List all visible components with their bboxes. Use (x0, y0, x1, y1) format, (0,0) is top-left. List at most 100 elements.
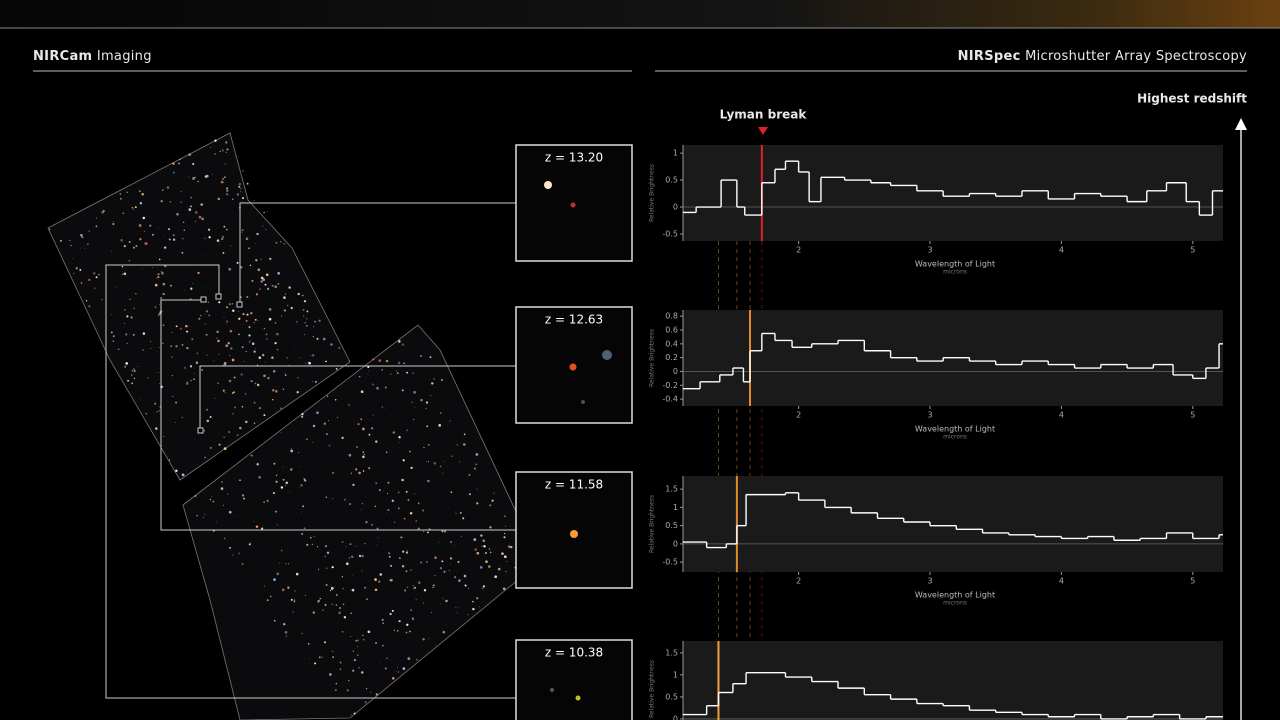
star (405, 551, 409, 554)
star (389, 579, 392, 582)
star (189, 365, 193, 368)
star (133, 209, 135, 211)
star (134, 206, 137, 209)
star (430, 611, 432, 613)
star (282, 466, 284, 468)
star (48, 228, 51, 230)
star (180, 201, 182, 203)
star (302, 308, 305, 311)
star (367, 374, 369, 375)
star (361, 503, 363, 505)
star (357, 422, 360, 426)
star (401, 565, 405, 568)
star (378, 419, 379, 420)
star (95, 276, 98, 279)
star (450, 455, 453, 457)
star (453, 545, 455, 547)
star (480, 534, 483, 537)
star (288, 286, 291, 289)
star (230, 245, 232, 247)
star (98, 273, 100, 276)
star (293, 600, 296, 603)
star (204, 513, 206, 515)
star (258, 407, 261, 410)
star (194, 494, 197, 498)
star (163, 236, 165, 238)
star (378, 359, 382, 362)
star (197, 180, 199, 183)
star (124, 309, 126, 311)
star (283, 309, 287, 312)
header-text: Microshutter Array Spectroscopy (1025, 49, 1247, 64)
star (293, 345, 295, 347)
star (296, 321, 298, 323)
star (303, 300, 307, 303)
star (216, 521, 217, 523)
star (457, 560, 460, 563)
star (175, 345, 178, 348)
star (224, 176, 226, 179)
star (425, 561, 428, 563)
star (120, 238, 124, 242)
star (439, 412, 442, 414)
star (475, 463, 477, 465)
star (169, 201, 172, 203)
star (132, 246, 135, 249)
cutout-label: z = 12.63 (545, 313, 603, 327)
star (406, 623, 409, 626)
star (312, 336, 315, 338)
star (293, 599, 296, 601)
star (241, 406, 244, 408)
star (438, 424, 442, 427)
y-tick-label: 0 (673, 539, 678, 548)
star (265, 333, 268, 336)
star (456, 444, 458, 446)
star (167, 228, 171, 231)
star (290, 598, 293, 601)
star (280, 241, 282, 243)
star (335, 594, 338, 596)
star (254, 382, 257, 385)
star (232, 554, 234, 556)
star (212, 500, 215, 503)
star (224, 163, 226, 165)
star (388, 555, 391, 558)
star (179, 158, 181, 161)
star (226, 306, 228, 309)
star (327, 420, 330, 422)
star (224, 537, 226, 540)
star (476, 488, 478, 490)
star (365, 520, 368, 524)
star (318, 656, 321, 659)
x-tick-label: 5 (1190, 246, 1195, 255)
star (457, 607, 459, 609)
star (219, 150, 221, 153)
star (353, 659, 356, 662)
star (303, 315, 305, 317)
star (280, 432, 282, 434)
star (300, 640, 302, 642)
star (489, 526, 492, 529)
star (248, 326, 251, 329)
star (250, 454, 253, 457)
star (440, 603, 441, 605)
x-axis-unit: microns (943, 600, 967, 607)
star (456, 612, 458, 614)
star (433, 461, 437, 465)
star (219, 243, 220, 245)
star (353, 712, 356, 715)
star (228, 510, 232, 514)
star (510, 545, 513, 549)
star (302, 505, 304, 508)
star (73, 272, 75, 275)
star (216, 330, 219, 334)
star (195, 210, 197, 212)
star (358, 666, 360, 669)
star (272, 389, 275, 392)
star (248, 247, 250, 249)
star (188, 176, 190, 178)
star (220, 180, 224, 184)
header-bold: NIRSpec (958, 49, 1021, 64)
star (286, 357, 288, 359)
star (130, 316, 133, 319)
